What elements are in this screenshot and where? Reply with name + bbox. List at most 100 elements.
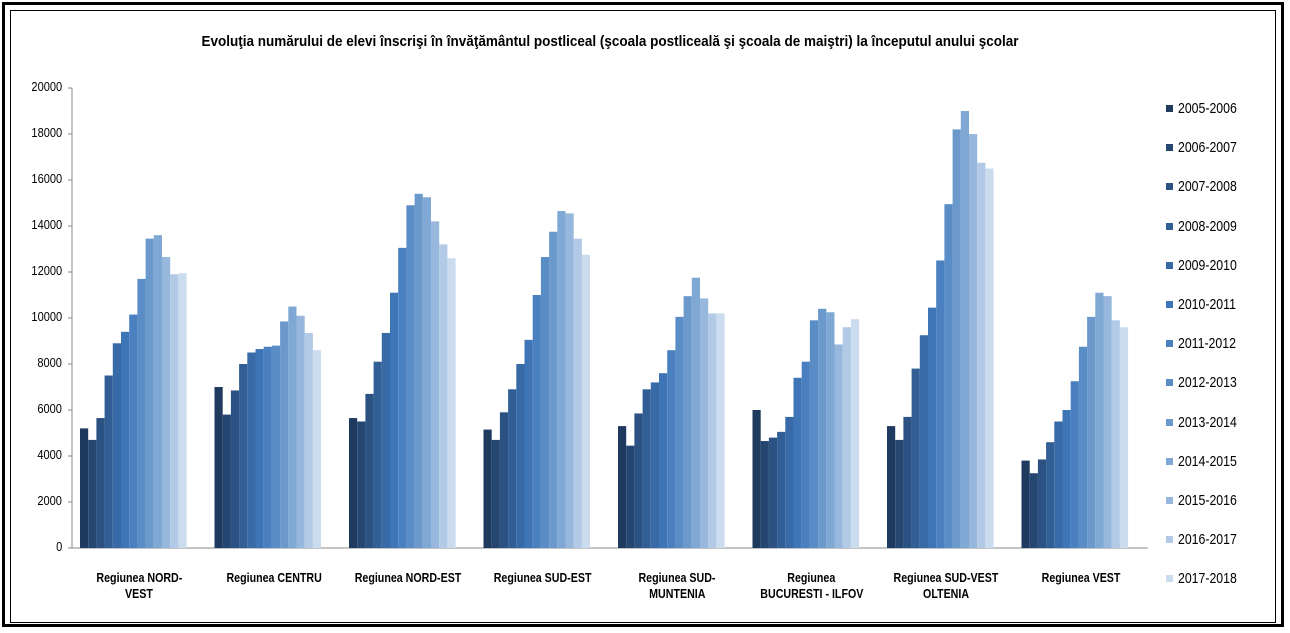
legend-item: 2010-2011: [1166, 285, 1276, 324]
legend-swatch: [1166, 418, 1173, 426]
bar-2014-2015-cat-5: [826, 312, 835, 548]
legend-item: 2008-2009: [1166, 207, 1276, 246]
legend-swatch: [1166, 457, 1173, 465]
bar-2006-2007-cat-6: [895, 439, 904, 548]
legend-swatch: [1166, 105, 1173, 113]
bar-2015-2016-cat-5: [834, 344, 843, 548]
legend-swatch: [1166, 144, 1173, 152]
legend-label: 2015-2016: [1178, 491, 1237, 509]
y-tick-label: 16000: [31, 171, 62, 186]
bar-2012-2013-cat-5: [809, 320, 819, 548]
bar-2013-2014-cat-2: [414, 193, 423, 549]
bar-2014-2015-cat-7: [1095, 292, 1104, 548]
legend-swatch: [1166, 536, 1173, 544]
bar-2011-2012-cat-7: [1070, 381, 1079, 548]
bar-2010-2011-cat-6: [928, 307, 937, 548]
bar-2013-2014-cat-7: [1087, 316, 1096, 548]
bar-2012-2013-cat-4: [675, 316, 684, 548]
bar-2013-2014-cat-3: [549, 231, 558, 548]
bar-2007-2008-cat-5: [768, 437, 778, 548]
bar-2008-2009-cat-3: [508, 389, 517, 548]
legend-item: 2011-2012: [1166, 324, 1276, 363]
bar-2015-2016-cat-4: [700, 298, 709, 548]
bar-2005-2006-cat-2: [349, 418, 358, 548]
x-category-label: Regiunea CENTRU: [226, 570, 322, 585]
chart-legend: 2005-2006 2006-2007 2007-2008 2008-2009 2009…: [1166, 89, 1276, 598]
bar-2008-2009-cat-1: [239, 364, 248, 548]
bar-2010-2011-cat-4: [659, 373, 668, 548]
bar-2011-2012-cat-5: [801, 361, 810, 548]
bar-2016-2017-cat-5: [842, 327, 851, 548]
bar-2006-2007-cat-1: [222, 414, 231, 548]
bar-2011-2012-cat-4: [667, 350, 676, 548]
legend-label: 2017-2018: [1178, 570, 1237, 588]
bar-2009-2010-cat-7: [1054, 421, 1063, 548]
bar-2007-2008-cat-6: [903, 416, 912, 548]
x-category-label: Regiunea VEST: [1041, 570, 1121, 585]
bar-2013-2014-cat-5: [818, 308, 827, 548]
bar-2013-2014-cat-4: [683, 296, 692, 548]
legend-item: 2006-2007: [1166, 128, 1276, 167]
bar-2011-2012-cat-3: [532, 295, 541, 548]
bar-2006-2007-cat-7: [1029, 473, 1038, 548]
bar-2010-2011-cat-5: [793, 377, 802, 548]
legend-swatch: [1166, 340, 1173, 348]
bar-2009-2010-cat-0: [112, 343, 121, 548]
bar-2006-2007-cat-4: [626, 445, 635, 548]
legend-swatch: [1166, 496, 1173, 504]
y-tick-label: 4000: [37, 447, 62, 462]
bar-2017-2018-cat-0: [178, 273, 187, 548]
x-category-label: Regiunea SUD-VEST OLTENIA: [893, 570, 999, 601]
legend-label: 2006-2007: [1178, 139, 1237, 157]
bar-2005-2006-cat-1: [214, 387, 223, 548]
bar-2014-2015-cat-2: [422, 197, 431, 548]
bar-2017-2018-cat-4: [716, 313, 725, 548]
bar-2017-2018-cat-3: [581, 254, 591, 548]
bar-2007-2008-cat-0: [96, 418, 105, 548]
bar-2017-2018-cat-7: [1119, 327, 1129, 548]
legend-label: 2010-2011: [1178, 296, 1236, 314]
bar-2008-2009-cat-0: [104, 375, 113, 548]
legend-item: 2013-2014: [1166, 403, 1276, 442]
y-tick-label: 20000: [31, 79, 62, 94]
x-category-label: Regiunea SUD-EST: [493, 570, 592, 585]
y-tick-label: 14000: [31, 217, 62, 232]
bar-2009-2010-cat-1: [247, 352, 256, 548]
legend-swatch: [1166, 301, 1173, 309]
bar-2012-2013-cat-6: [944, 204, 953, 548]
bar-2016-2017-cat-6: [977, 162, 986, 548]
bar-2005-2006-cat-3: [483, 429, 492, 548]
bar-2007-2008-cat-1: [230, 390, 240, 548]
y-tick-label: 18000: [31, 125, 62, 140]
legend-item: 2009-2010: [1166, 246, 1276, 285]
bar-2006-2007-cat-3: [491, 439, 500, 548]
bar-2016-2017-cat-3: [573, 238, 582, 548]
bar-2014-2015-cat-4: [691, 277, 700, 548]
bar-2011-2012-cat-2: [398, 247, 407, 548]
bar-2005-2006-cat-5: [752, 410, 761, 548]
chart-title: Evoluţia numărului de elevi înscrişi în …: [201, 33, 1019, 50]
bar-2005-2006-cat-6: [887, 426, 896, 548]
bar-2005-2006-cat-7: [1021, 460, 1030, 548]
bar-2009-2010-cat-2: [381, 332, 390, 548]
bar-2016-2017-cat-0: [170, 274, 179, 548]
y-tick-label: 6000: [37, 401, 62, 416]
bar-2007-2008-cat-2: [365, 393, 374, 548]
bar-2009-2010-cat-4: [650, 382, 659, 548]
bar-2007-2008-cat-4: [634, 413, 643, 548]
bar-2010-2011-cat-0: [121, 331, 130, 548]
legend-swatch: [1166, 575, 1173, 583]
bar-2017-2018-cat-2: [447, 258, 456, 548]
bar-2013-2014-cat-6: [952, 129, 961, 548]
bar-2011-2012-cat-1: [263, 346, 272, 548]
bar-2013-2014-cat-0: [145, 238, 154, 548]
bar-2010-2011-cat-2: [390, 292, 399, 548]
bar-2013-2014-cat-1: [280, 321, 289, 548]
bar-2010-2011-cat-3: [524, 339, 533, 548]
x-category-label: Regiunea NORD-EST: [354, 570, 462, 585]
bar-2005-2006-cat-4: [618, 426, 627, 548]
bar-2006-2007-cat-0: [88, 439, 97, 548]
bar-2008-2009-cat-2: [373, 361, 382, 548]
bar-2007-2008-cat-3: [499, 412, 509, 548]
